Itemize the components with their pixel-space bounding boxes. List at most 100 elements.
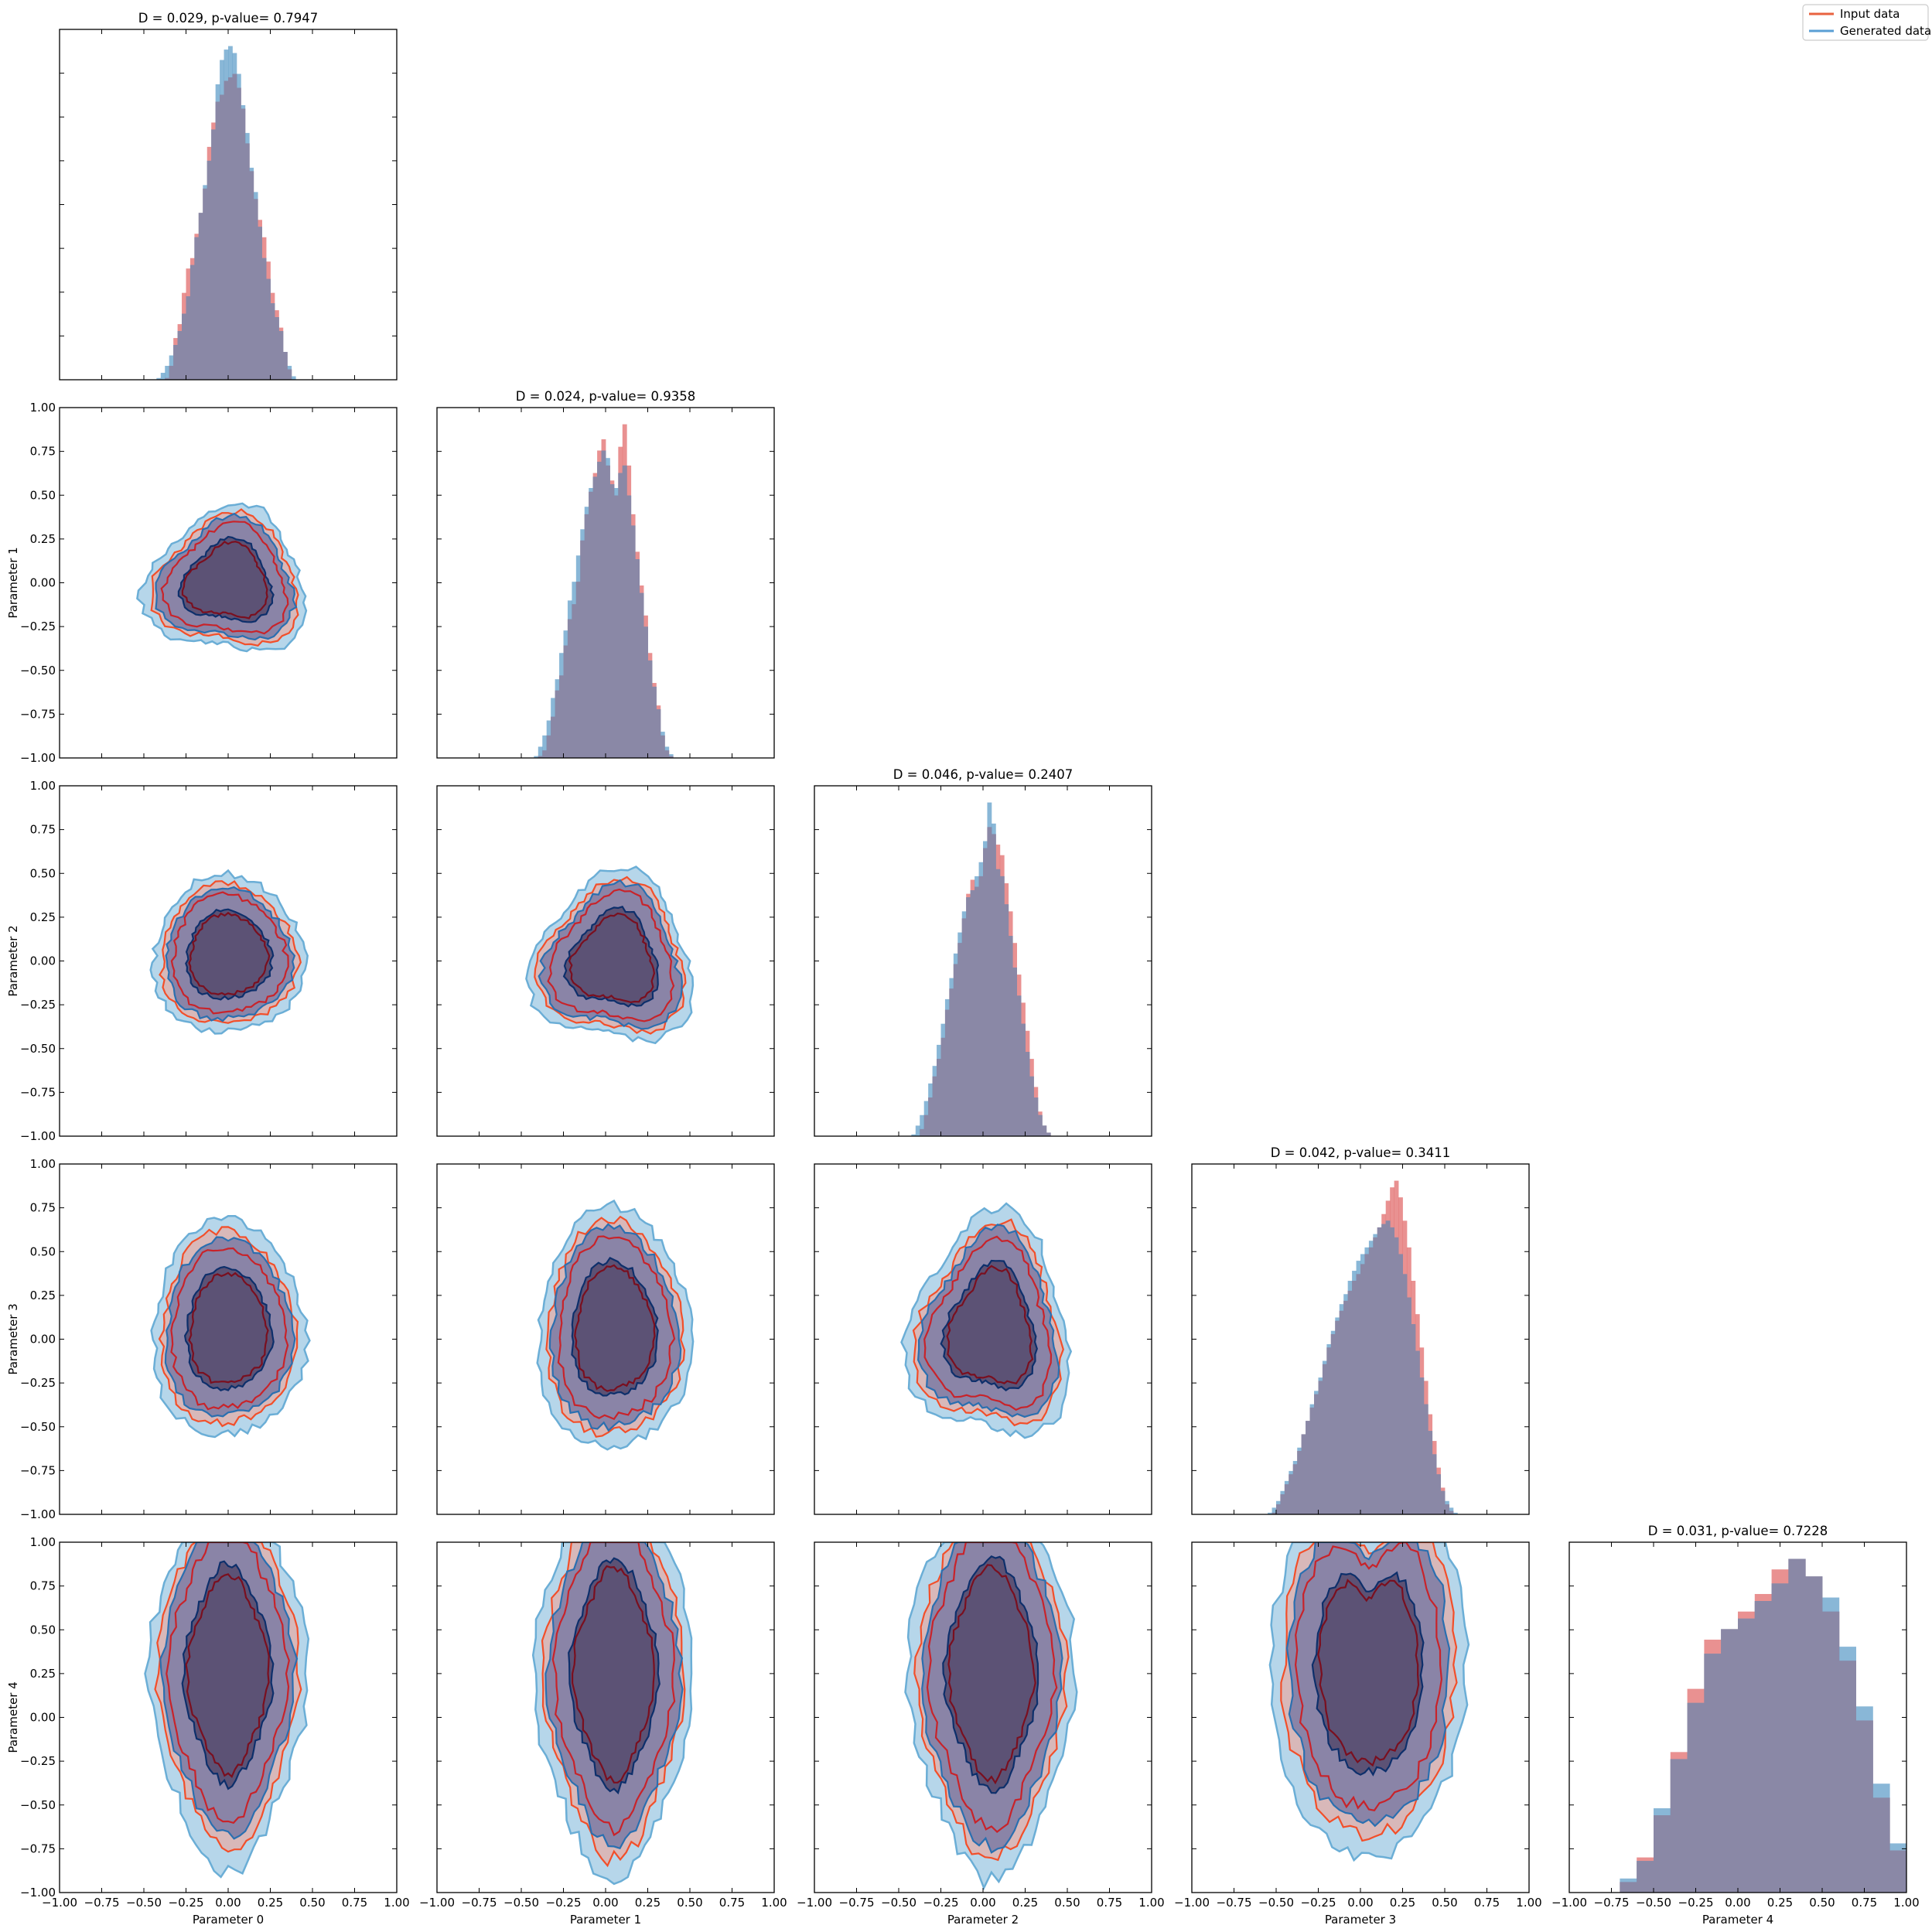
generated-hist-bar <box>915 1125 920 1136</box>
input-contour-inner <box>572 1565 655 1784</box>
overlap-hist-bar <box>635 559 640 758</box>
overlap-hist-bar <box>1381 1224 1387 1514</box>
overlap-hist-bar <box>991 834 996 1136</box>
input-contour-mid <box>557 1235 676 1421</box>
x-axis-label: Parameter 1 <box>570 1913 641 1927</box>
generated-hist-bar <box>1268 1512 1272 1514</box>
overlap-hist-bar <box>1390 1227 1394 1514</box>
y-tick-label: −0.75 <box>20 707 56 721</box>
overlap-hist-bar <box>1394 1237 1399 1514</box>
overlap-hist-bar <box>978 876 984 1136</box>
y-tick-label: −0.25 <box>20 1754 56 1768</box>
y-tick-label: 1.00 <box>30 1157 56 1171</box>
overlap-hist-bar <box>220 94 224 380</box>
x-tick-label: −1.00 <box>1174 1896 1210 1910</box>
overlap-hist-bar <box>232 73 237 381</box>
overlap-hist-bar <box>1335 1320 1340 1514</box>
overlap-hist-bar <box>203 188 208 380</box>
panel-title: D = 0.046, p-value= 0.2407 <box>893 767 1074 782</box>
contour-group <box>149 869 309 1035</box>
y-tick-label: −0.50 <box>20 1042 56 1056</box>
input-contour-inner <box>188 911 271 996</box>
overlap-hist-bar <box>1025 1052 1030 1136</box>
overlap-hist-bar <box>169 366 174 380</box>
overlap-hist-bar <box>1721 1629 1739 1893</box>
generated-contour-inner <box>940 1259 1038 1391</box>
y-tick-label: 0.50 <box>30 488 56 502</box>
x-axis-label: Parameter 3 <box>1325 1913 1396 1927</box>
overlap-hist-bar <box>1368 1247 1374 1514</box>
overlap-hist-bar <box>241 108 246 380</box>
overlap-hist-bar <box>1012 968 1017 1136</box>
overlap-hist-bar <box>957 943 963 1136</box>
generated-hist-bar <box>534 756 539 758</box>
input-contour-inner <box>185 1573 270 1778</box>
input-contour-inner <box>574 1264 656 1392</box>
x-tick-label: 0.50 <box>677 1896 702 1910</box>
legend-frame <box>1802 4 1929 41</box>
contour-group <box>136 502 308 653</box>
overlap-hist-bar <box>165 377 170 380</box>
overlap-hist-bar <box>173 345 178 380</box>
overlap-hist-bar <box>563 645 568 758</box>
overlap-hist-bar <box>1330 1334 1336 1514</box>
panel-4-0: −1.00−1.00 −0.75 −0.75 −0.50 −0.50 −0.25 −0.25… <box>6 1535 410 1927</box>
overlap-hist-bar <box>944 1009 950 1136</box>
x-tick-label: 0.75 <box>1852 1896 1877 1910</box>
overlap-hist-bar <box>1046 1132 1051 1136</box>
generated-contour-inner <box>942 1555 1039 1794</box>
y-tick-label: −0.25 <box>20 998 56 1012</box>
overlap-hist-bar <box>1029 1076 1034 1136</box>
x-tick-label: −0.25 <box>923 1896 959 1910</box>
input-contour-inner <box>1317 1579 1420 1767</box>
overlap-hist-bar <box>1377 1227 1382 1514</box>
panel-2-2: D = 0.046, p-value= 0.2407 <box>814 767 1152 1137</box>
overlap-hist-bar <box>1322 1364 1327 1514</box>
x-tick-label: 0.50 <box>299 1896 325 1910</box>
panel-4-4: −1.00 −0.75 −0.50 −0.25 0.00 0.25 0.50 0.75 1.00… <box>1551 1524 1920 1927</box>
contour-group <box>1268 1542 1470 1862</box>
overlap-hist-bar <box>228 77 233 381</box>
x-tick-label: −0.50 <box>503 1896 539 1910</box>
overlap-hist-bar <box>1889 1850 1907 1893</box>
x-axis-label: Parameter 0 <box>193 1913 264 1927</box>
x-tick-label: −0.75 <box>1217 1896 1252 1910</box>
panel-title: D = 0.031, p-value= 0.7228 <box>1648 1524 1828 1538</box>
panel-1-0: −1.00 −0.75 −0.50 −0.25 0.00 0.25 0.50 0.75 1.00… <box>6 401 398 765</box>
overlap-hist-bar <box>551 716 555 758</box>
overlap-hist-bar <box>1004 904 1009 1136</box>
y-tick-label: 0.50 <box>30 1244 56 1258</box>
x-tick-label: 0.25 <box>1012 1896 1038 1910</box>
panel-3-3: D = 0.042, p-value= 0.3411 <box>1191 1145 1530 1515</box>
x-tick-label: 0.25 <box>258 1896 283 1910</box>
overlap-hist-bar <box>198 213 203 380</box>
generated-contour-inner <box>562 905 660 1008</box>
x-tick-label: −0.50 <box>881 1896 917 1910</box>
overlap-hist-bar <box>975 886 979 1136</box>
generated-hist-bar <box>911 1134 917 1136</box>
x-tick-label: −0.50 <box>1258 1896 1294 1910</box>
overlap-hist-bar <box>1670 1759 1688 1893</box>
overlap-hist-bar <box>1440 1490 1446 1514</box>
overlap-hist-bar <box>542 750 548 758</box>
panel-3-1 <box>436 1163 775 1515</box>
overlap-hist-bar <box>1033 1097 1039 1136</box>
y-tick-label: −0.50 <box>20 664 56 678</box>
y-tick-label: −1.00 <box>20 1886 56 1900</box>
x-tick-label: 0.00 <box>215 1896 241 1910</box>
overlap-hist-bar <box>1398 1254 1403 1514</box>
overlap-hist-bar <box>1373 1237 1378 1514</box>
generated-hist-bar <box>1452 1512 1458 1514</box>
overlap-hist-bar <box>1428 1431 1433 1514</box>
overlap-hist-bar <box>253 199 258 380</box>
overlap-hist-bar <box>572 604 577 758</box>
overlap-hist-bar <box>1771 1583 1789 1893</box>
overlap-hist-bar <box>601 450 606 758</box>
overlap-hist-bar <box>538 756 543 758</box>
x-tick-label: −1.00 <box>419 1896 455 1910</box>
overlap-hist-bar <box>597 462 602 758</box>
input-contour-inner <box>568 912 656 1004</box>
overlap-hist-bar <box>1360 1264 1365 1514</box>
input-contour-inner <box>947 1564 1036 1785</box>
y-tick-label: −0.25 <box>20 620 56 633</box>
